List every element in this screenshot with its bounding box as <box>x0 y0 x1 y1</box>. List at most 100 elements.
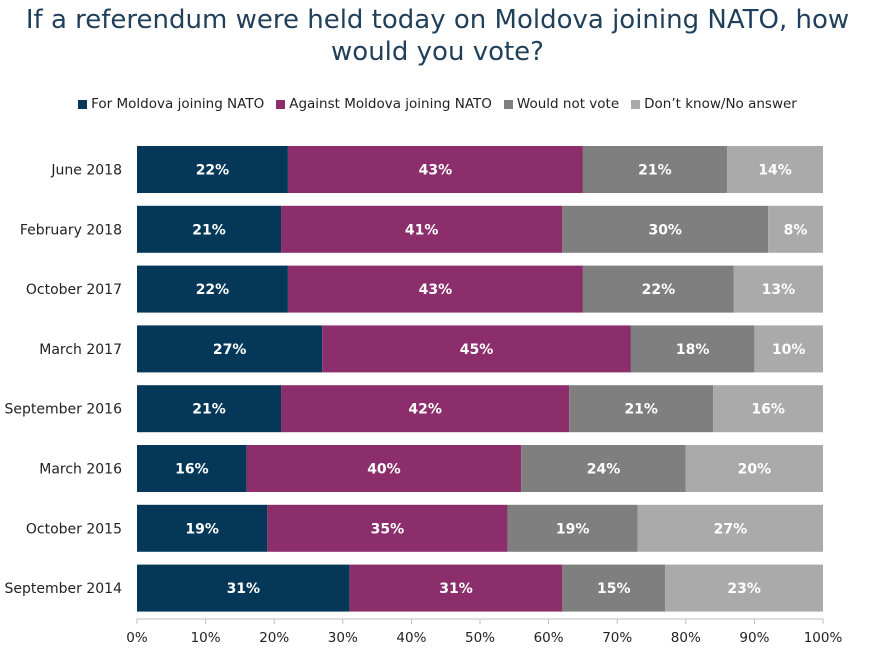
bar-segment-would-not-vote-september-2014 <box>562 564 666 612</box>
legend-swatch-against <box>276 99 286 109</box>
data-label-for-march-2017: 27% <box>213 342 247 358</box>
x-tick-label: 20% <box>259 630 289 646</box>
category-label-september-2016: September 2016 <box>5 402 123 418</box>
x-tick-label: 0% <box>126 630 148 646</box>
x-tick-label: 80% <box>671 630 701 646</box>
x-tick-label: 50% <box>465 630 495 646</box>
bar-segment-for-march-2017 <box>137 325 323 373</box>
data-label-against-september-2014: 31% <box>439 581 473 597</box>
data-label-for-september-2014: 31% <box>227 581 261 597</box>
bar-segment-would-not-vote-september-2016 <box>569 385 714 433</box>
bar-segment-dont-know-october-2017 <box>733 265 823 313</box>
bar-segment-against-september-2014 <box>349 564 563 612</box>
data-label-dont-know-september-2014: 23% <box>727 581 761 597</box>
bar-segment-dont-know-september-2014 <box>665 564 823 612</box>
legend-item-dont-know: Don’t know/No answer <box>631 96 797 112</box>
bar-segment-would-not-vote-february-2018 <box>562 205 769 253</box>
x-tick-label: 90% <box>739 630 769 646</box>
data-label-would-not-vote-october-2017: 22% <box>642 282 676 298</box>
bar-segment-for-march-2016 <box>137 445 247 492</box>
data-label-for-february-2018: 21% <box>192 222 226 238</box>
bar-segment-dont-know-march-2017 <box>754 325 823 373</box>
legend-swatch-would-not-vote <box>503 99 513 109</box>
bar-segment-for-june-2018 <box>137 146 288 193</box>
legend-swatch-for <box>78 99 88 109</box>
data-label-dont-know-october-2017: 13% <box>762 282 796 298</box>
data-label-for-september-2016: 21% <box>192 402 226 418</box>
data-label-would-not-vote-february-2018: 30% <box>648 222 682 238</box>
bar-segment-dont-know-february-2018 <box>768 205 823 253</box>
bar-segment-would-not-vote-october-2017 <box>582 265 734 313</box>
x-tick-label: 70% <box>602 630 632 646</box>
x-tick-label: 30% <box>328 630 358 646</box>
category-label-october-2015: October 2015 <box>26 521 122 537</box>
data-label-dont-know-february-2018: 8% <box>784 222 808 238</box>
legend-label-against: Against Moldova joining NATO <box>289 96 492 112</box>
bar-segment-would-not-vote-march-2016 <box>521 445 686 492</box>
x-tick-label: 40% <box>396 630 426 646</box>
legend-item-against: Against Moldova joining NATO <box>276 96 492 112</box>
bar-segment-against-march-2016 <box>246 445 522 492</box>
data-label-against-march-2016: 40% <box>367 462 401 478</box>
bar-segment-against-february-2018 <box>281 205 563 253</box>
bar-segment-against-september-2016 <box>281 385 570 433</box>
x-tick-label: 100% <box>804 630 843 646</box>
category-label-march-2017: March 2017 <box>39 342 122 358</box>
category-label-october-2017: October 2017 <box>26 282 122 298</box>
legend-label-dont-know: Don’t know/No answer <box>644 96 797 112</box>
bar-segment-against-october-2015 <box>267 504 508 552</box>
data-label-against-june-2018: 43% <box>419 163 453 179</box>
data-label-against-february-2018: 41% <box>405 222 439 238</box>
bar-segment-for-september-2014 <box>137 564 350 612</box>
data-label-dont-know-march-2016: 20% <box>738 462 772 478</box>
x-tick-label: 60% <box>534 630 564 646</box>
data-label-against-october-2015: 35% <box>371 521 405 537</box>
bar-segment-would-not-vote-october-2015 <box>507 504 638 552</box>
data-label-would-not-vote-june-2018: 21% <box>638 163 672 179</box>
data-label-dont-know-october-2015: 27% <box>714 521 748 537</box>
data-label-for-october-2017: 22% <box>196 282 230 298</box>
data-label-for-october-2015: 19% <box>185 521 219 537</box>
bar-segment-for-september-2016 <box>137 385 282 433</box>
data-label-would-not-vote-march-2017: 18% <box>676 342 710 358</box>
bar-segment-dont-know-march-2016 <box>685 445 823 492</box>
bar-segment-would-not-vote-june-2018 <box>582 146 727 193</box>
data-label-against-october-2017: 43% <box>419 282 453 298</box>
category-label-march-2016: March 2016 <box>39 462 122 478</box>
bar-segment-against-june-2018 <box>287 146 583 193</box>
bar-segment-would-not-vote-march-2017 <box>630 325 755 373</box>
data-label-for-march-2016: 16% <box>175 462 209 478</box>
data-label-dont-know-march-2017: 10% <box>772 342 806 358</box>
bar-segment-dont-know-september-2016 <box>713 385 823 433</box>
data-label-would-not-vote-september-2014: 15% <box>597 581 631 597</box>
data-label-for-june-2018: 22% <box>196 163 230 179</box>
legend-label-would-not-vote: Would not vote <box>516 96 620 112</box>
bar-segment-dont-know-june-2018 <box>726 146 823 193</box>
bar-segment-for-october-2017 <box>137 265 288 313</box>
chart-title-line-1: If a referendum were held today on Moldo… <box>25 5 850 35</box>
data-label-against-march-2017: 45% <box>460 342 494 358</box>
data-label-would-not-vote-october-2015: 19% <box>556 521 590 537</box>
data-label-dont-know-september-2016: 16% <box>751 402 785 418</box>
chart-title: If a referendum were held today on Moldo… <box>0 4 875 68</box>
category-label-february-2018: February 2018 <box>20 222 122 238</box>
bar-segment-for-february-2018 <box>137 205 282 253</box>
legend-item-would-not-vote: Would not vote <box>503 96 620 112</box>
chart-title-line-2: would you vote? <box>331 37 544 67</box>
bar-segment-for-october-2015 <box>137 504 268 552</box>
bar-segment-against-october-2017 <box>287 265 583 313</box>
bar-segment-dont-know-october-2015 <box>637 504 823 552</box>
category-label-june-2018: June 2018 <box>50 163 122 179</box>
data-label-against-september-2016: 42% <box>408 402 442 418</box>
legend: For Moldova joining NATO Against Moldova… <box>0 95 875 113</box>
legend-swatch-dont-know <box>631 99 641 109</box>
bar-segment-against-march-2017 <box>322 325 631 373</box>
data-label-dont-know-june-2018: 14% <box>758 163 792 179</box>
legend-item-for: For Moldova joining NATO <box>78 96 264 112</box>
legend-label-for: For Moldova joining NATO <box>91 96 265 112</box>
category-label-september-2014: September 2014 <box>5 581 123 597</box>
x-tick-label: 10% <box>191 630 221 646</box>
data-label-would-not-vote-march-2016: 24% <box>587 462 621 478</box>
data-label-would-not-vote-september-2016: 21% <box>624 402 658 418</box>
